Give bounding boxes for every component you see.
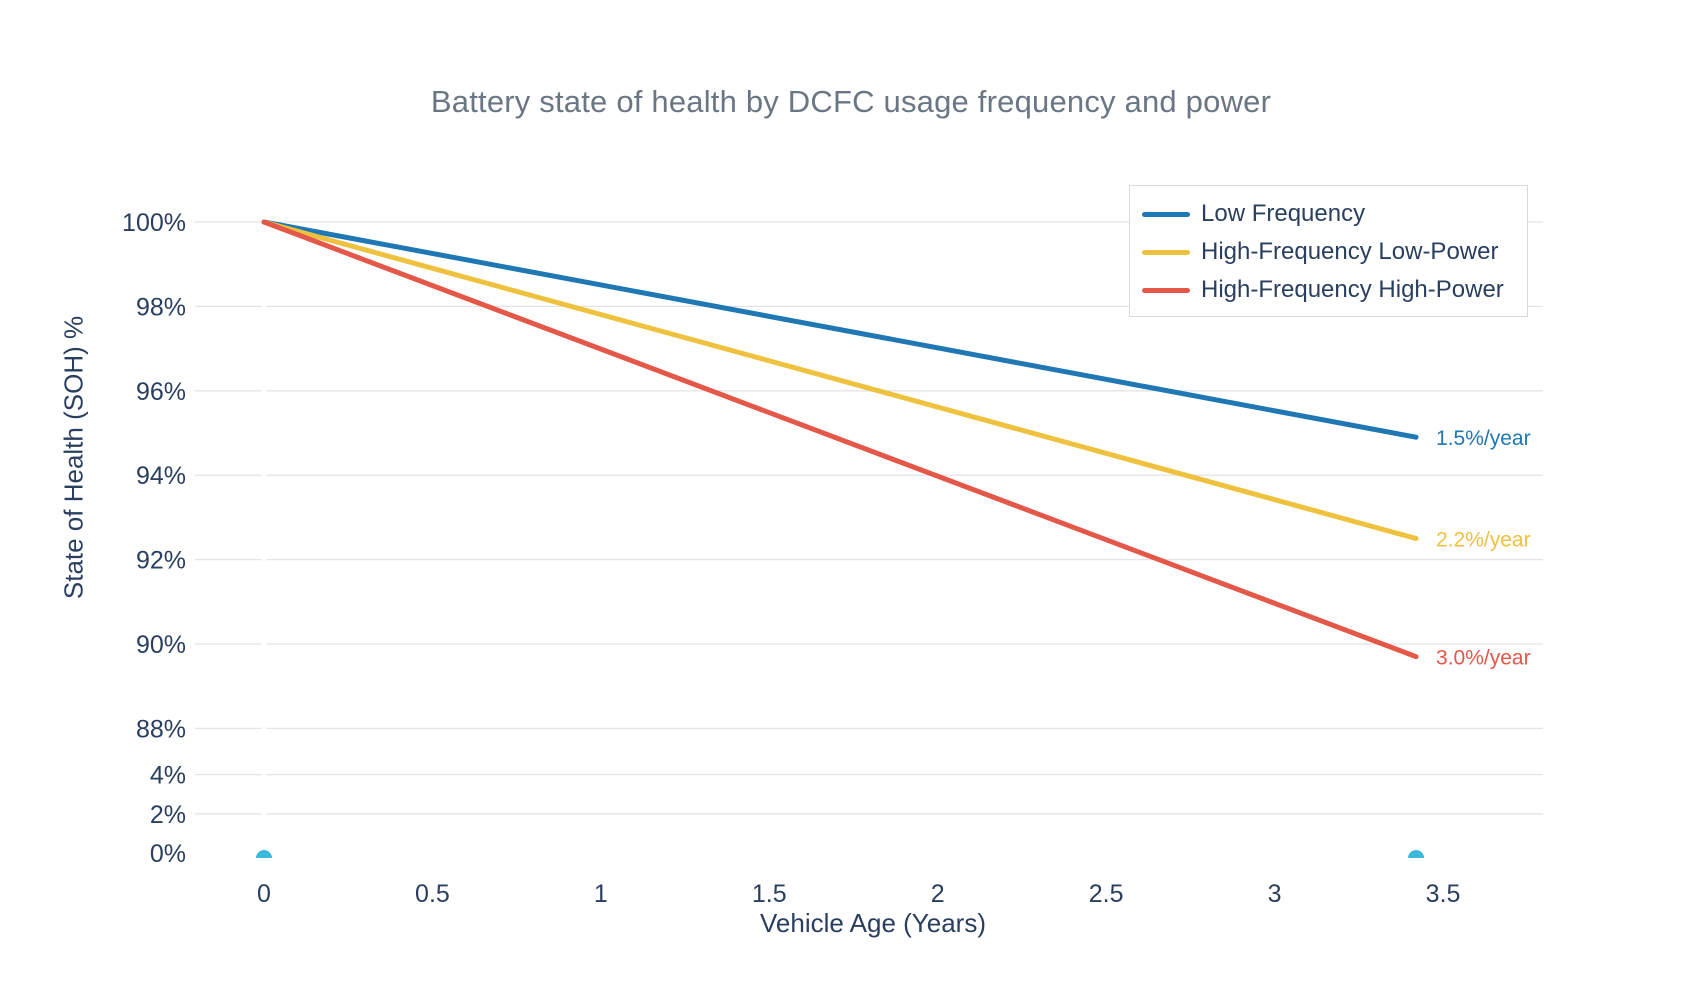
legend-label: High-Frequency High-Power [1201, 276, 1504, 303]
legend-label: Low Frequency [1201, 200, 1366, 227]
series-line-2[interactable] [261, 219, 1419, 660]
chart-title: Battery state of health by DCFC usage fr… [430, 84, 1272, 119]
x-tick-label: 1 [594, 880, 608, 908]
x-tick-label: 0.5 [415, 880, 450, 908]
legend-item-high-frequency-high-power[interactable]: High-Frequency High-Power [1130, 271, 1527, 309]
x-axis-title: Vehicle Age (Years) [760, 908, 986, 938]
legend-line-swatch [1142, 249, 1190, 255]
x-tick-label: 1.5 [752, 880, 787, 908]
marker-dot[interactable] [1408, 850, 1425, 858]
legend-item-low-frequency[interactable]: Low Frequency [1130, 195, 1527, 233]
legend: Low Frequency High-Frequency Low-Power H… [1129, 185, 1528, 317]
y-tick-label: 4% [150, 762, 186, 790]
y-tick-label: 0% [150, 840, 186, 868]
series-end-annotation: 2.2%/year [1436, 529, 1531, 552]
series-end-annotation: 3.0%/year [1436, 647, 1531, 670]
y-axis-title: State of Health (SOH) % [58, 315, 89, 600]
x-tick-label: 0 [257, 880, 271, 908]
y-tick-label: 94% [136, 462, 186, 490]
series-line-1[interactable] [261, 219, 1419, 541]
legend-item-high-frequency-low-power[interactable]: High-Frequency Low-Power [1130, 233, 1527, 271]
y-tick-label: 96% [136, 378, 186, 406]
y-tick-label: 98% [136, 293, 186, 321]
x-tick-label: 3.5 [1426, 880, 1461, 908]
marker-dot[interactable] [256, 850, 272, 858]
legend-line-swatch [1142, 287, 1190, 293]
y-tick-label: 2% [150, 801, 186, 829]
y-tick-label: 90% [136, 631, 186, 659]
x-tick-label: 3 [1268, 880, 1282, 908]
y-tick-label: 88% [136, 715, 186, 743]
legend-label: High-Frequency Low-Power [1201, 238, 1499, 265]
y-tick-label: 100% [122, 209, 186, 237]
series-end-annotation: 1.5%/year [1436, 427, 1531, 450]
legend-line-swatch [1142, 211, 1190, 217]
series-line-0[interactable] [261, 219, 1419, 440]
x-tick-label: 2.5 [1089, 880, 1124, 908]
x-tick-label: 2 [931, 880, 945, 908]
y-tick-label: 92% [136, 547, 186, 575]
